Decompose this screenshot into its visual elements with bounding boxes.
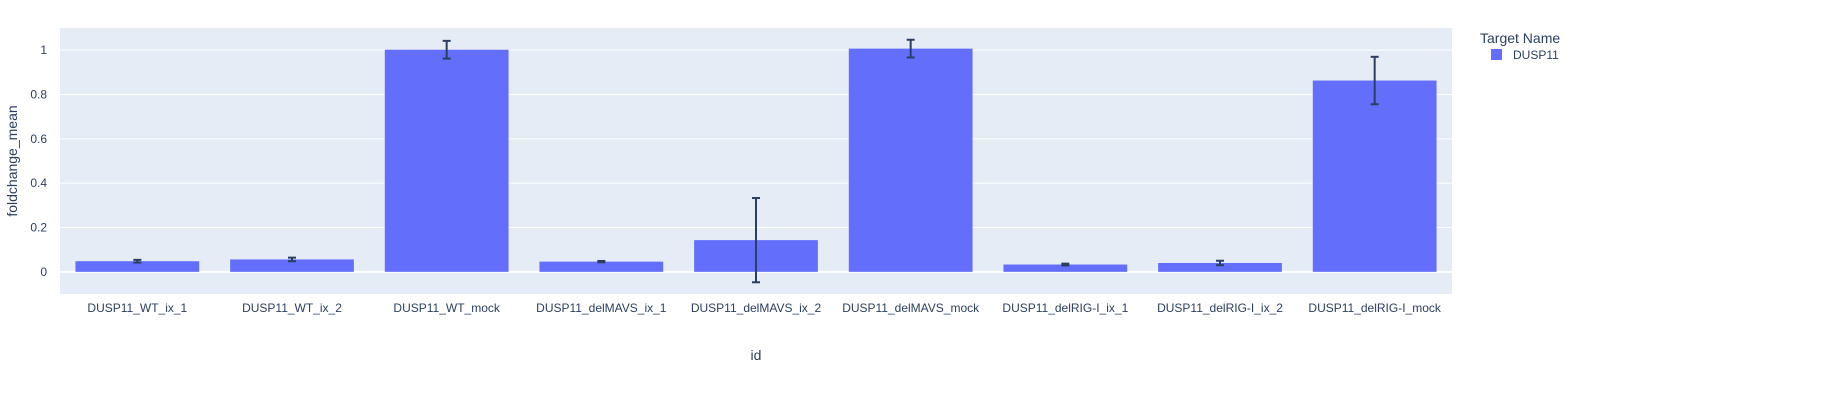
- legend-title: Target Name: [1480, 30, 1560, 46]
- legend: Target Name DUSP11: [1480, 30, 1560, 62]
- y-axis-title: foldchange_mean: [4, 105, 20, 216]
- x-tick-label: DUSP11_delMAVS_mock: [842, 301, 980, 315]
- bar[interactable]: [1003, 264, 1128, 272]
- y-tick-label: 0.6: [30, 132, 47, 146]
- y-tick-label: 0.8: [30, 88, 47, 102]
- x-tick-label: DUSP11_delRIG-I_ix_2: [1157, 301, 1283, 315]
- x-axis-title: id: [751, 347, 762, 363]
- y-tick-label: 0.4: [30, 176, 47, 190]
- x-tick-label: DUSP11_delMAVS_ix_2: [691, 301, 822, 315]
- y-tick-label: 0: [40, 265, 47, 279]
- bar[interactable]: [1312, 80, 1437, 272]
- x-tick-label: DUSP11_delRIG-I_ix_1: [1002, 301, 1128, 315]
- y-tick-label: 0.2: [30, 221, 47, 235]
- y-axis-ticks: 0 0.2 0.4 0.6 0.8 1: [30, 43, 47, 279]
- x-tick-label: DUSP11_WT_ix_2: [242, 301, 342, 315]
- bar[interactable]: [75, 261, 200, 272]
- x-tick-label: DUSP11_WT_mock: [393, 301, 500, 315]
- bar[interactable]: [848, 48, 973, 272]
- bar[interactable]: [384, 49, 509, 272]
- legend-label-dusp11[interactable]: DUSP11: [1513, 48, 1559, 62]
- x-tick-label: DUSP11_delRIG-I_mock: [1308, 301, 1441, 315]
- bar[interactable]: [230, 259, 354, 272]
- bars: [75, 48, 1437, 272]
- error-bars: [133, 38, 1379, 284]
- x-tick-label: DUSP11_WT_ix_1: [87, 301, 187, 315]
- y-tick-label: 1: [40, 43, 47, 57]
- bar[interactable]: [539, 261, 664, 272]
- legend-swatch-dusp11[interactable]: [1491, 49, 1502, 60]
- x-tick-label: DUSP11_delMAVS_ix_1: [536, 301, 667, 315]
- bar[interactable]: [1158, 262, 1282, 272]
- x-axis-ticks: DUSP11_WT_ix_1 DUSP11_WT_ix_2 DUSP11_WT_mo…: [87, 301, 1441, 315]
